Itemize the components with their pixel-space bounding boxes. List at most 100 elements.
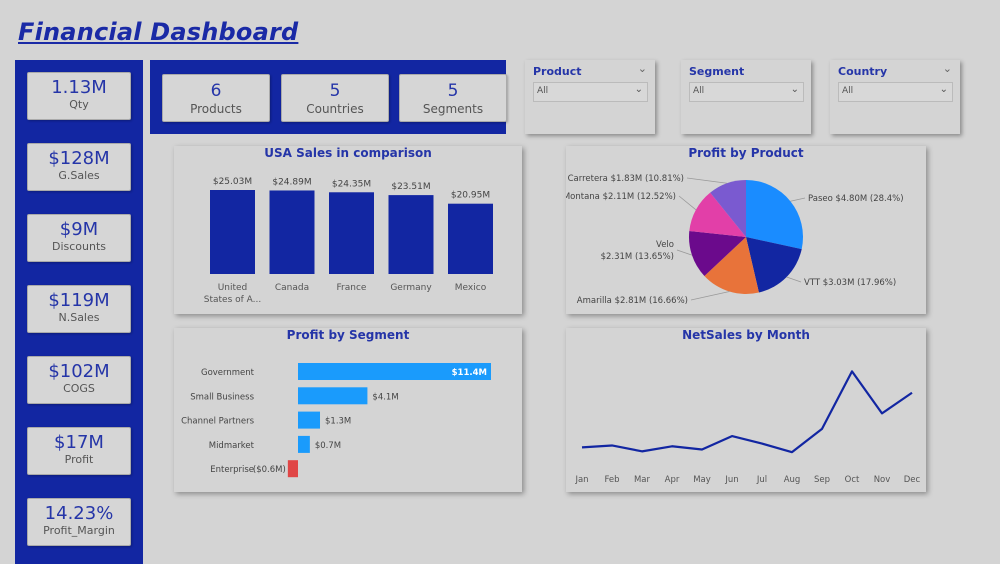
product-dropdown[interactable]: All ⌄ <box>533 82 648 102</box>
x-tick-label: France <box>337 283 367 293</box>
count-label: Products <box>190 102 242 116</box>
bar-value-label: $24.35M <box>332 179 371 189</box>
chevron-down-icon: ⌄ <box>939 84 948 95</box>
pie-slice-label: Velo <box>656 240 674 250</box>
slicer-country: Country ⌄ All ⌄ <box>830 60 960 134</box>
netsales-by-month-chart: Jan Feb Mar Apr May Jun Jul Aug Sep Oct Nov Dec <box>574 370 921 485</box>
bar <box>298 363 491 380</box>
bar <box>298 387 368 405</box>
profit-by-product-chart: Paseo $4.80M (28.4%) VTT $3.03M (17.96%) A… <box>566 174 904 306</box>
bar-value-label: $23.51M <box>391 182 430 192</box>
x-tick-label: Mar <box>634 475 651 485</box>
counts-bar: 6 Products 5 Countries 5 Segments <box>150 60 507 134</box>
usa-sales-chart: $25.03M United States of A... $24.89M Canada… <box>204 177 493 305</box>
slicer-title: Product <box>533 65 582 78</box>
kpi-card-discounts[interactable]: $9M Discounts <box>27 214 131 262</box>
bar-value-label: ($0.6M) <box>253 465 286 475</box>
pie-slice <box>746 237 802 293</box>
bar <box>298 411 321 429</box>
pie-slice-label: Montana $2.11M (12.52%) <box>566 192 676 202</box>
pie-slice-label: $2.31M (13.65%) <box>601 252 674 262</box>
bar <box>388 195 434 274</box>
pie-slice <box>710 180 746 237</box>
dropdown-value: All <box>537 86 549 96</box>
x-tick-label: Jul <box>756 475 767 485</box>
x-tick-label: Canada <box>275 283 309 293</box>
kpi-label: G.Sales <box>58 169 100 182</box>
count-card-countries[interactable]: 5 Countries <box>281 74 389 122</box>
x-tick-label: Germany <box>390 283 432 293</box>
kpi-value: $119M <box>48 290 110 311</box>
bar <box>269 190 315 274</box>
profit-by-segment-panel[interactable]: Profit by Segment Government $11.4M Small … <box>174 328 522 492</box>
pie-slice <box>689 192 746 237</box>
kpi-card-profit[interactable]: $17M Profit <box>27 427 131 475</box>
kpi-label: Profit <box>64 453 94 466</box>
kpi-value: 14.23% <box>44 503 114 524</box>
dropdown-value: All <box>842 86 854 96</box>
x-tick-label: Dec <box>904 475 921 485</box>
pie-leader-line <box>786 276 802 283</box>
x-tick-label: Oct <box>845 475 860 485</box>
kpi-label: Discounts <box>51 240 107 253</box>
slicer-title: Segment <box>689 65 745 78</box>
x-tick-label: Apr <box>665 475 680 485</box>
y-tick-label: Small Business <box>190 392 254 402</box>
bar-value-label: $25.03M <box>213 177 252 187</box>
y-tick-label: Midmarket <box>209 441 255 451</box>
segment-dropdown[interactable]: All ⌄ <box>689 82 804 102</box>
pie-slice <box>689 231 746 276</box>
netsales-by-month-panel[interactable]: NetSales by Month Jan Feb Mar Apr May Jun Jul A… <box>566 328 926 492</box>
kpi-value: $128M <box>48 148 110 169</box>
kpi-label: COGS <box>63 382 95 395</box>
kpi-value: $17M <box>54 432 104 453</box>
bar-value-label: $20.95M <box>451 191 490 201</box>
x-tick-label: Jun <box>724 475 738 485</box>
pie-slice-label: VTT $3.03M (17.96%) <box>804 278 896 288</box>
slicer-product: Product ⌄ All ⌄ <box>525 60 655 134</box>
x-tick-label: Sep <box>814 475 830 485</box>
pie-leader-line <box>686 177 728 184</box>
bar-value-label: $11.4M <box>452 368 487 378</box>
bar <box>210 190 255 274</box>
chart-title: USA Sales in comparison <box>264 146 432 160</box>
count-value: 5 <box>329 81 341 101</box>
pie-leader-line <box>678 195 697 211</box>
slicer-title: Country <box>838 65 888 78</box>
chevron-down-icon: ⌄ <box>790 84 799 95</box>
pie-slice-label: Amarilla $2.81M (16.66%) <box>577 296 688 306</box>
dashboard-title: Financial Dashboard <box>18 18 299 46</box>
count-label: Segments <box>422 102 484 116</box>
x-tick-label: Aug <box>784 475 801 485</box>
x-tick-label: Mexico <box>455 283 487 293</box>
x-tick-label: States of A... <box>204 295 262 305</box>
kpi-card-cogs[interactable]: $102M COGS <box>27 356 131 404</box>
chart-title: Profit by Product <box>688 146 804 160</box>
series-line <box>581 370 913 454</box>
chevron-down-icon: ⌄ <box>634 84 643 95</box>
bar <box>448 203 493 274</box>
bar <box>298 435 310 453</box>
kpi-card-profit-margin[interactable]: 14.23% Profit_Margin <box>27 498 131 546</box>
chevron-down-icon[interactable]: ⌄ <box>942 62 952 75</box>
kpi-card-net-sales[interactable]: $119M N.Sales <box>27 285 131 333</box>
usa-sales-chart-panel[interactable]: USA Sales in comparison $25.03M United Sta… <box>174 146 522 314</box>
kpi-label: Qty <box>69 98 89 111</box>
profit-by-product-panel[interactable]: Profit by Product Paseo $4.80M (28.4%) VT… <box>566 146 926 314</box>
bar-value-label: $24.89M <box>272 177 311 187</box>
bar-value-label: $0.7M <box>315 441 341 451</box>
count-card-segments[interactable]: 5 Segments <box>399 74 507 122</box>
y-tick-label: Enterprise <box>210 465 254 475</box>
count-value: 6 <box>210 81 222 101</box>
country-dropdown[interactable]: All ⌄ <box>838 82 953 102</box>
kpi-card-gross-sales[interactable]: $128M G.Sales <box>27 143 131 191</box>
chart-title: Profit by Segment <box>286 328 410 342</box>
chart-title: NetSales by Month <box>682 328 810 342</box>
bar <box>287 460 298 478</box>
kpi-sidebar: 1.13M Qty $128M G.Sales $9M Discounts $1… <box>15 60 143 564</box>
count-label: Countries <box>306 102 364 116</box>
dropdown-value: All <box>693 86 705 96</box>
count-card-products[interactable]: 6 Products <box>162 74 270 122</box>
chevron-down-icon[interactable]: ⌄ <box>637 62 647 75</box>
kpi-card-qty[interactable]: 1.13M Qty <box>27 72 131 120</box>
